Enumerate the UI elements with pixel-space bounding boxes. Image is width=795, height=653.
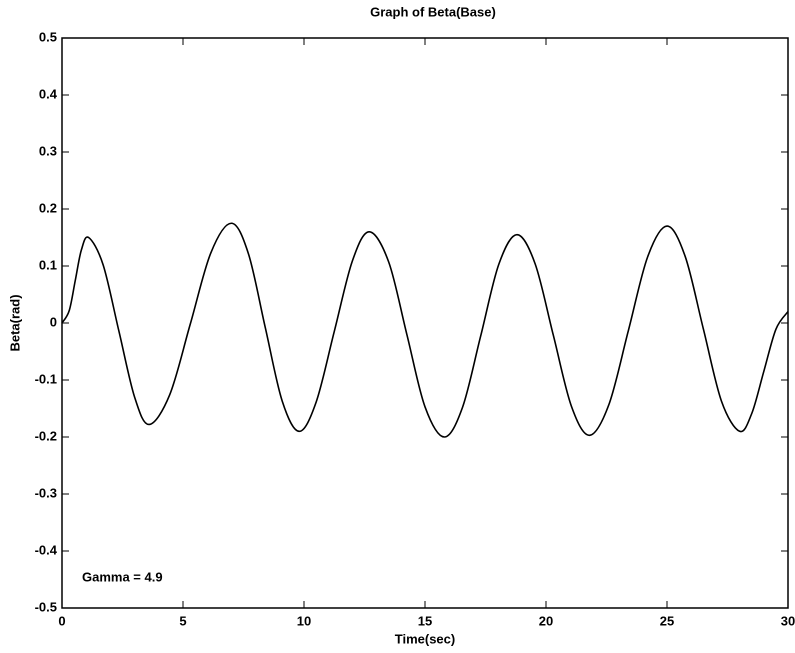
x-tick-label: 0 (58, 613, 65, 628)
y-tick-label: 0.5 (39, 29, 57, 44)
x-tick-label: 25 (660, 613, 674, 628)
annotation: Gamma = 4.9 (82, 569, 163, 584)
x-tick-label: 15 (418, 613, 432, 628)
y-tick-label: -0.3 (35, 485, 57, 500)
y-tick-label: -0.1 (35, 371, 57, 386)
x-tick-label: 5 (179, 613, 186, 628)
y-tick-label: -0.5 (35, 599, 57, 614)
x-axis-label: Time(sec) (395, 631, 455, 646)
y-tick-label: 0.1 (39, 257, 57, 272)
y-axis-label: Beta(rad) (7, 294, 22, 351)
chart-title: Graph of Beta(Base) (370, 4, 496, 19)
y-tick-label: 0.4 (39, 86, 58, 101)
y-tick-label: -0.4 (35, 542, 58, 557)
x-tick-label: 30 (781, 613, 795, 628)
y-tick-label: -0.2 (35, 428, 57, 443)
x-tick-label: 10 (297, 613, 311, 628)
x-tick-label: 20 (539, 613, 553, 628)
data-line (61, 222, 789, 438)
y-tick-label: 0 (50, 314, 57, 329)
y-tick-label: 0.3 (39, 143, 57, 158)
y-tick-label: 0.2 (39, 200, 57, 215)
